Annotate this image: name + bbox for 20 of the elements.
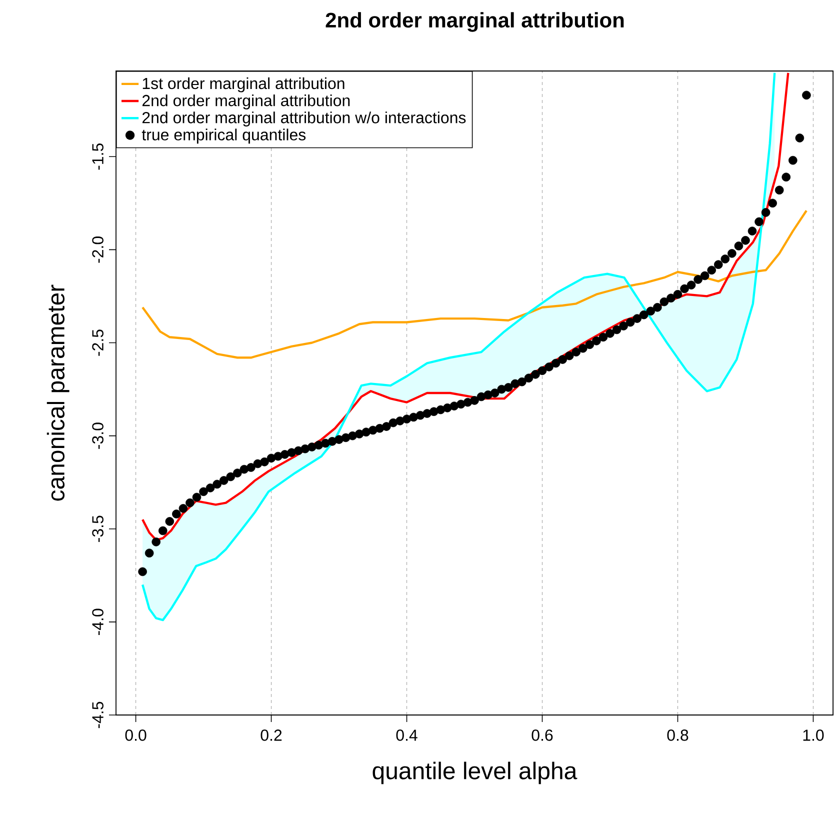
x-tick-label: 0.0 [125, 730, 146, 741]
y-tick-label: -1.5 [92, 144, 104, 170]
x-tick-label: 0.6 [532, 730, 553, 741]
y-tick-label: -2.0 [92, 236, 104, 263]
y-tick-label: -2.5 [92, 330, 104, 356]
x-tick-label: 1.0 [803, 730, 824, 741]
x-axis-title: quantile level alpha [372, 762, 578, 784]
x-tick-label: 0.2 [260, 730, 282, 741]
y-tick-label: -4.0 [92, 608, 104, 636]
x-tick-label: 0.8 [667, 730, 688, 741]
legend-label: true empirical quantiles [142, 128, 306, 144]
legend-label: 2nd order marginal attribution w/o interactions [142, 112, 466, 126]
y-tick-label: -3.0 [92, 422, 104, 449]
x-tick-label: 0.4 [396, 730, 418, 741]
legend-label: 2nd order marginal attribution [142, 94, 350, 110]
legend-label: 1st order marginal attribution [142, 77, 344, 92]
chart-title: 2nd order marginal attribution [326, 12, 624, 32]
y-tick-label: -3.5 [92, 516, 104, 542]
y-axis-title: canonical parameter [46, 284, 70, 501]
y-tick-label: -4.5 [92, 702, 104, 728]
